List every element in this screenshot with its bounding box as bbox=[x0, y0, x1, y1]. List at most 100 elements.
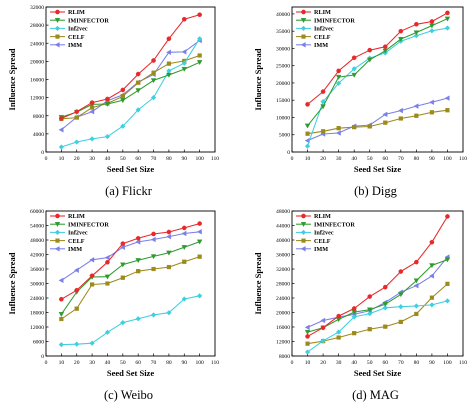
data-point bbox=[151, 58, 156, 63]
data-point bbox=[444, 95, 450, 101]
series-inf2vec bbox=[304, 298, 451, 355]
data-point bbox=[382, 305, 388, 311]
data-point bbox=[135, 236, 141, 241]
x-tick-label: 0 bbox=[291, 156, 294, 162]
data-point bbox=[320, 98, 326, 105]
y-tick-label: 0 bbox=[41, 150, 44, 156]
data-point bbox=[120, 244, 125, 250]
series-rlim bbox=[305, 214, 450, 339]
series-line bbox=[307, 283, 448, 345]
data-point bbox=[104, 329, 111, 335]
data-point bbox=[398, 116, 403, 121]
y-tick-label: 8000 bbox=[279, 354, 290, 360]
y-tick-label: 60000 bbox=[30, 209, 44, 215]
x-axis-label: Seed Set Size bbox=[354, 164, 401, 174]
data-point bbox=[120, 98, 126, 104]
data-point bbox=[182, 259, 187, 264]
data-point bbox=[197, 53, 202, 58]
data-point bbox=[383, 120, 388, 125]
data-point bbox=[74, 287, 80, 293]
data-point bbox=[196, 229, 202, 235]
data-point bbox=[74, 139, 80, 145]
data-point bbox=[336, 313, 341, 319]
y-tick-label: 24000 bbox=[30, 296, 44, 302]
y-axis-label: Influence Spread bbox=[7, 48, 17, 110]
legend-marker bbox=[55, 9, 60, 15]
data-point bbox=[445, 214, 450, 219]
data-point bbox=[382, 284, 388, 290]
data-point bbox=[181, 49, 187, 55]
legend-label: RLIM bbox=[68, 9, 85, 16]
y-axis-label: Influence Spread bbox=[253, 252, 263, 314]
x-tick-label: 90 bbox=[181, 156, 187, 162]
data-point bbox=[398, 36, 404, 42]
legend-marker bbox=[300, 42, 306, 48]
y-tick-label: 0 bbox=[287, 150, 290, 156]
x-tick-label: 0 bbox=[291, 360, 294, 366]
y-tick-label: 4000 bbox=[33, 132, 44, 138]
data-point bbox=[413, 278, 420, 284]
data-point bbox=[444, 25, 451, 31]
data-point bbox=[181, 225, 187, 231]
data-point bbox=[367, 124, 372, 129]
data-point bbox=[429, 273, 435, 279]
series-iminfector bbox=[58, 239, 203, 318]
data-point bbox=[74, 109, 80, 114]
series-rlim bbox=[59, 12, 202, 121]
legend-label: CELF bbox=[68, 238, 85, 245]
panel-caption: (b) Digg bbox=[354, 184, 397, 198]
data-point bbox=[351, 72, 357, 78]
y-tick-label: 30000 bbox=[30, 282, 44, 288]
data-point bbox=[444, 257, 451, 263]
data-point bbox=[120, 275, 125, 280]
x-tick-label: 80 bbox=[166, 360, 172, 366]
y-tick-label: 42000 bbox=[30, 253, 44, 259]
data-point bbox=[335, 80, 342, 86]
data-point bbox=[181, 230, 187, 237]
x-tick-label: 20 bbox=[320, 156, 326, 162]
panel-caption: (a) Flickr bbox=[105, 184, 153, 198]
data-point bbox=[196, 293, 203, 299]
data-point bbox=[166, 36, 172, 42]
series-inf2vec bbox=[58, 293, 203, 348]
data-point bbox=[320, 129, 326, 134]
data-point bbox=[335, 130, 341, 136]
data-point bbox=[120, 123, 126, 129]
x-tick-label: 10 bbox=[305, 156, 311, 162]
legend-marker bbox=[55, 213, 60, 219]
x-tick-label: 50 bbox=[120, 360, 126, 366]
data-point bbox=[74, 341, 80, 347]
x-tick-label: 100 bbox=[195, 156, 204, 162]
data-point bbox=[166, 49, 172, 56]
data-point bbox=[320, 325, 326, 331]
x-tick-label: 20 bbox=[320, 360, 326, 366]
x-tick-label: 100 bbox=[443, 360, 452, 366]
legend-marker bbox=[54, 222, 61, 228]
data-point bbox=[89, 100, 95, 105]
data-point bbox=[166, 229, 172, 235]
legend-marker bbox=[54, 25, 61, 32]
x-tick-label: 40 bbox=[351, 156, 357, 162]
series-line bbox=[307, 109, 448, 135]
series-line bbox=[61, 14, 200, 119]
x-tick-label: 60 bbox=[135, 156, 141, 162]
legend-marker bbox=[300, 246, 306, 252]
data-point bbox=[104, 254, 110, 261]
x-tick-label: 70 bbox=[398, 156, 404, 162]
series-line bbox=[61, 38, 201, 148]
chart-panel-2: 0 10 20 30 40 50 60 70 80 90 100 110 0 5000 10000 15000… bbox=[253, 6, 467, 198]
data-point bbox=[398, 304, 404, 310]
data-point bbox=[196, 239, 203, 245]
series-line bbox=[307, 300, 448, 353]
x-tick-label: 70 bbox=[151, 360, 157, 366]
data-point bbox=[414, 311, 419, 317]
legend-label: IMM bbox=[68, 246, 82, 253]
series-line bbox=[61, 231, 200, 281]
data-point bbox=[105, 281, 110, 286]
y-tick-label: 25000 bbox=[276, 64, 290, 70]
legend-label: IMINFECTOR bbox=[68, 17, 109, 24]
data-point bbox=[151, 70, 156, 75]
data-point bbox=[351, 66, 357, 72]
x-tick-label: 60 bbox=[382, 156, 388, 162]
legend-marker bbox=[54, 246, 60, 252]
